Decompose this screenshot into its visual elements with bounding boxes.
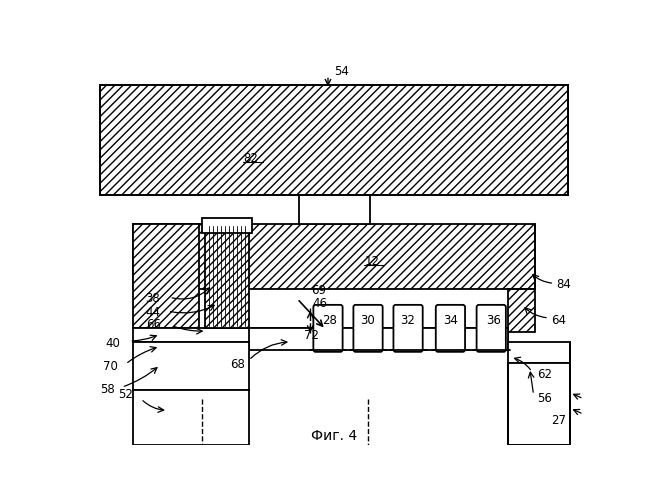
Polygon shape [508, 290, 535, 332]
Text: 12: 12 [365, 255, 380, 268]
Text: 32: 32 [400, 314, 415, 327]
Text: 82: 82 [244, 152, 258, 165]
Polygon shape [100, 86, 569, 194]
Text: Фиг. 4: Фиг. 4 [311, 429, 357, 443]
Polygon shape [508, 342, 570, 363]
Polygon shape [133, 328, 508, 342]
Text: 27: 27 [551, 414, 566, 427]
Text: 84: 84 [557, 278, 572, 291]
Text: 54: 54 [334, 65, 349, 78]
Polygon shape [133, 224, 199, 328]
Polygon shape [133, 342, 248, 390]
Text: 70: 70 [102, 360, 117, 373]
FancyBboxPatch shape [314, 305, 342, 352]
Text: 52: 52 [118, 388, 133, 402]
Text: 64: 64 [552, 314, 567, 327]
Text: 62: 62 [537, 368, 552, 380]
Text: 56: 56 [537, 392, 552, 406]
Polygon shape [508, 364, 570, 445]
Text: 69: 69 [311, 284, 326, 298]
Text: 30: 30 [361, 314, 376, 327]
FancyBboxPatch shape [393, 305, 422, 352]
Text: 38: 38 [145, 292, 160, 305]
Text: 58: 58 [100, 383, 115, 396]
Text: 68: 68 [230, 358, 244, 370]
Text: 34: 34 [443, 314, 458, 327]
Text: 66: 66 [147, 318, 162, 332]
Polygon shape [248, 328, 508, 349]
FancyBboxPatch shape [353, 305, 383, 352]
Polygon shape [205, 224, 250, 328]
Polygon shape [133, 224, 535, 290]
Text: 28: 28 [322, 314, 337, 327]
Text: 40: 40 [105, 337, 120, 350]
Polygon shape [299, 194, 370, 224]
FancyBboxPatch shape [477, 305, 506, 352]
FancyBboxPatch shape [436, 305, 465, 352]
Polygon shape [203, 218, 252, 233]
Polygon shape [133, 390, 248, 445]
Text: 72: 72 [304, 329, 319, 342]
Text: 46: 46 [313, 297, 328, 310]
Text: 44: 44 [145, 306, 160, 319]
Text: 36: 36 [486, 314, 501, 327]
